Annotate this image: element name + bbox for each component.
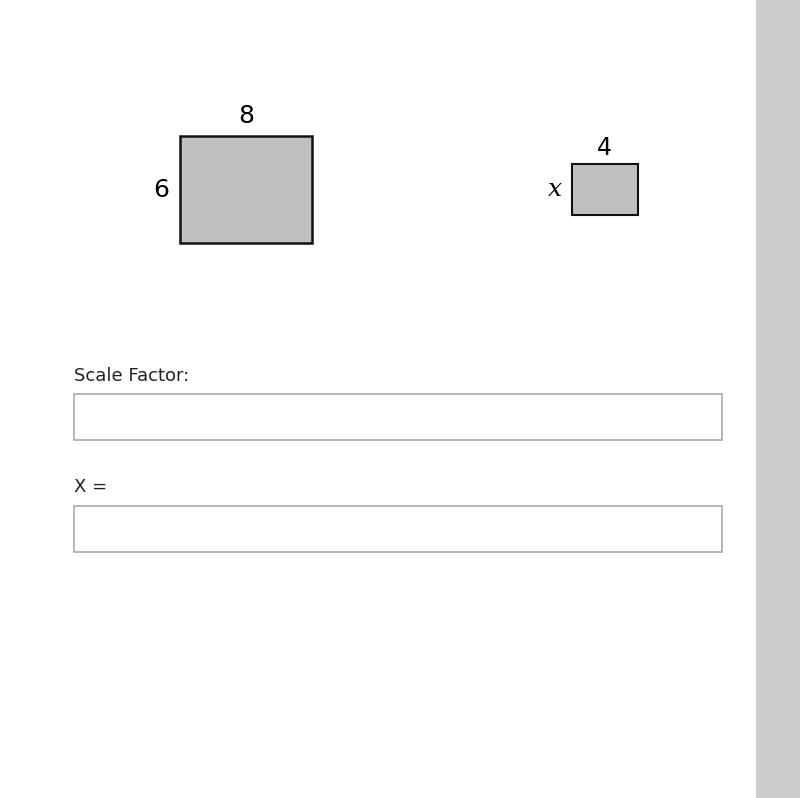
- Bar: [572, 164, 638, 215]
- Bar: [756, 0, 800, 798]
- Bar: [180, 136, 312, 243]
- Text: x: x: [547, 179, 562, 201]
- Text: 8: 8: [238, 104, 254, 128]
- Text: 6: 6: [154, 178, 170, 202]
- Text: 4: 4: [598, 136, 612, 160]
- Text: Scale Factor:: Scale Factor:: [74, 366, 190, 385]
- Text: X =: X =: [74, 478, 107, 496]
- FancyBboxPatch shape: [74, 394, 722, 440]
- FancyBboxPatch shape: [74, 506, 722, 552]
